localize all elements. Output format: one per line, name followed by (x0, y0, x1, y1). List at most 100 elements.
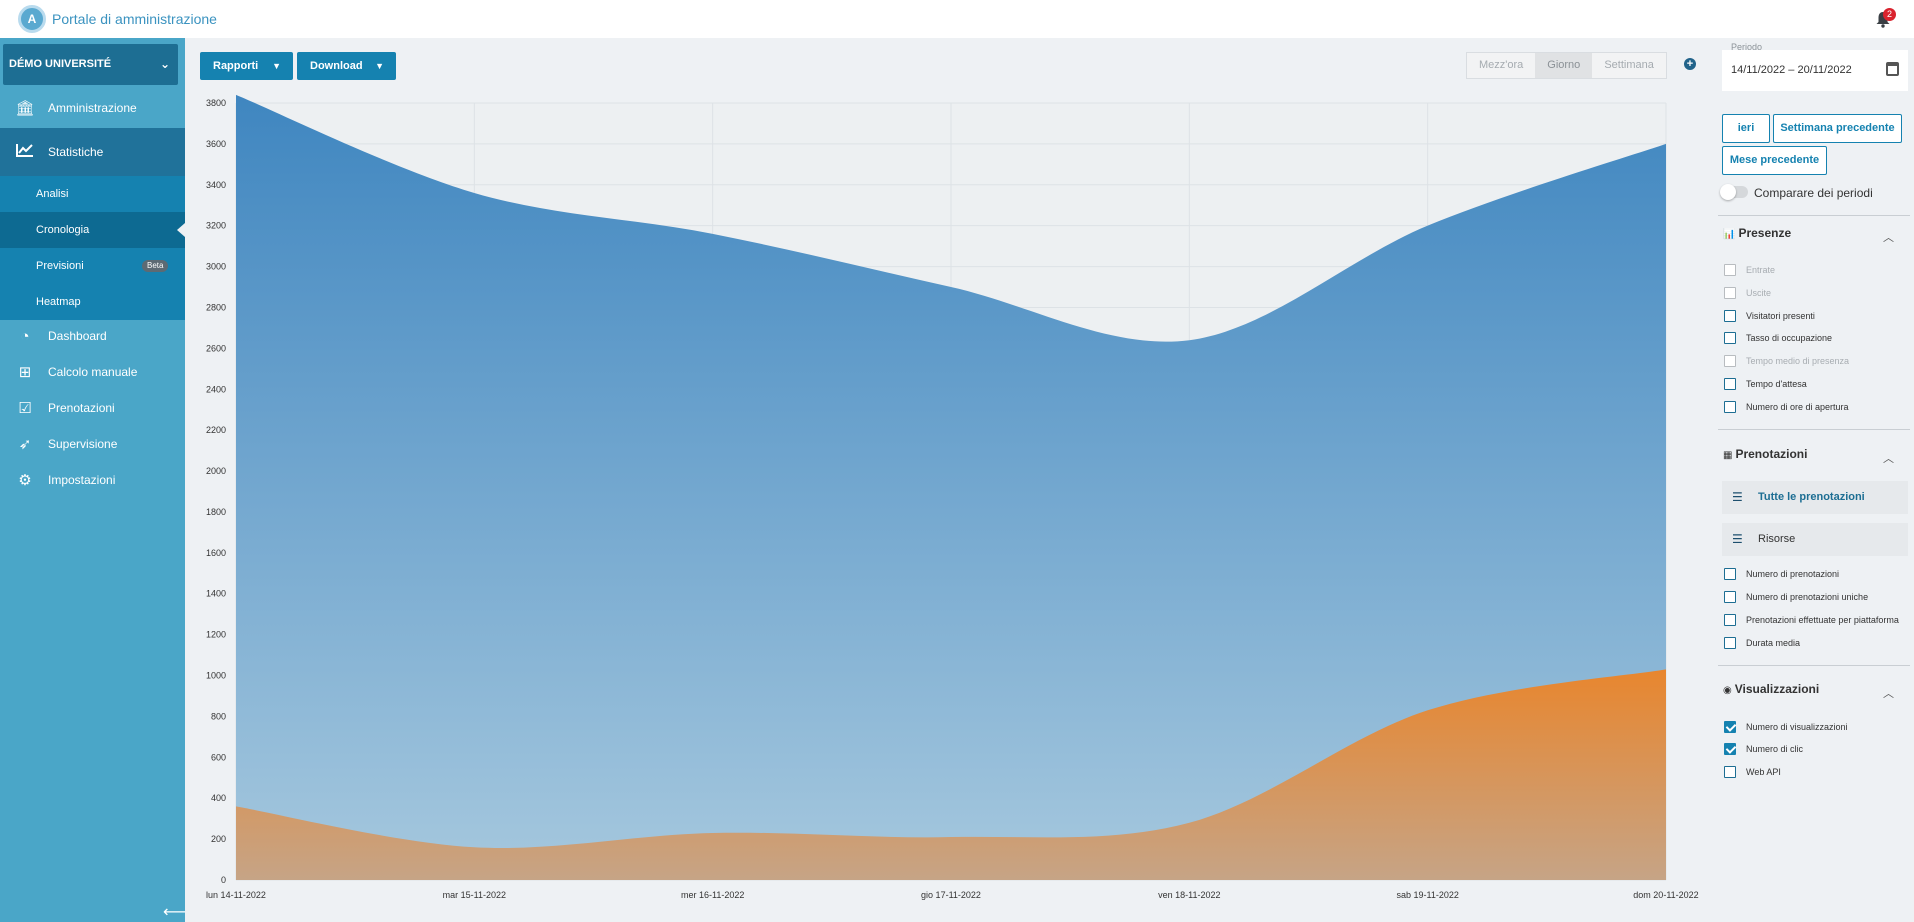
subnav-heatmap[interactable]: Heatmap (0, 284, 185, 320)
y-tick-label: 1800 (206, 507, 226, 517)
sidebar-item-label: Statistiche (48, 145, 104, 159)
sidebar-item-statistiche[interactable]: Statistiche (0, 128, 185, 176)
gauge-icon: ◔ (20, 327, 30, 345)
calendar-check-icon: ☑ (18, 400, 32, 417)
subnav-analisi[interactable]: Analisi (0, 176, 185, 212)
x-tick-label: mer 16-11-2022 (681, 890, 744, 900)
checkbox-prenotazioni-piattaforma[interactable] (1724, 614, 1736, 626)
reports-label: Rapporti (213, 60, 259, 72)
checkbox-label: Durata media (1746, 638, 1801, 648)
y-tick-label: 2000 (206, 466, 226, 476)
caret-down-icon: ▼ (272, 61, 281, 71)
reports-dropdown[interactable]: Rapporti ▼ (200, 52, 293, 80)
checkbox-uscite (1724, 287, 1736, 299)
checkbox-numero-prenotazioni[interactable] (1724, 568, 1736, 580)
subnav-cronologia[interactable]: Cronologia (0, 212, 185, 248)
calendar-icon[interactable] (1886, 62, 1899, 76)
filter-label: Tutte le prenotazioni (1758, 491, 1865, 503)
download-dropdown[interactable]: Download ▼ (297, 52, 396, 80)
rocket-icon: ➶ (18, 436, 32, 453)
yesterday-button[interactable]: ieri (1722, 114, 1770, 143)
sidebar-item-prenotazioni[interactable]: ☑ Prenotazioni (0, 390, 185, 426)
x-tick-label: ven 18-11-2022 (1158, 890, 1220, 900)
area-series-0 (236, 94, 1666, 881)
y-tick-label: 600 (211, 752, 226, 762)
org-name: DÉMO UNIVERSITÉ (9, 58, 112, 70)
section-prenotazioni-header[interactable]: ▦ Prenotazioni (1723, 447, 1807, 461)
checkbox-visitatori-presenti[interactable] (1724, 310, 1736, 322)
app-title: Portale di amministrazione (52, 11, 217, 27)
gears-icon: ⚙ (18, 472, 32, 489)
previous-week-button[interactable]: Settimana precedente (1773, 114, 1902, 143)
x-tick-label: dom 20-11-2022 (1633, 890, 1698, 900)
y-tick-label: 2400 (206, 384, 226, 394)
filter-label: Risorse (1758, 533, 1796, 545)
compare-periods-toggle[interactable] (1720, 184, 1748, 200)
period-value: 14/11/2022 – 20/11/2022 (1731, 64, 1852, 76)
chevron-up-icon[interactable]: ︿ (1883, 232, 1894, 244)
download-label: Download (310, 60, 363, 72)
y-tick-label: 200 (211, 834, 226, 844)
section-visualizzazioni-header[interactable]: ◉ Visualizzazioni (1723, 682, 1819, 696)
checkbox-ore-apertura[interactable] (1724, 401, 1736, 413)
checkbox-web-api[interactable] (1724, 766, 1736, 778)
checkbox-prenotazioni-uniche[interactable] (1724, 591, 1736, 603)
sidebar-item-label: Calcolo manuale (48, 365, 138, 379)
logo-icon[interactable]: A (18, 5, 46, 33)
filter-icon: ☰ (1732, 490, 1743, 504)
bank-icon: 🏛 (15, 100, 35, 117)
period-date-input[interactable]: 14/11/2022 – 20/11/2022 (1722, 50, 1908, 91)
sidebar-item-calcolo-manuale[interactable]: ⊞ Calcolo manuale (0, 354, 185, 390)
notification-badge: 2 (1883, 8, 1896, 21)
checkbox-label: Numero di ore di apertura (1746, 402, 1849, 412)
sidebar-item-amministrazione[interactable]: 🏛 Amministrazione (0, 90, 185, 126)
checkbox-entrate (1724, 264, 1736, 276)
calendar-icon: ▦ (1723, 450, 1733, 461)
section-title: Presenze (1738, 226, 1792, 240)
filter-resources[interactable]: ☰ Risorse (1722, 523, 1908, 556)
checkbox-label: Uscite (1746, 288, 1772, 298)
sidebar-item-supervisione[interactable]: ➶ Supervisione (0, 426, 185, 462)
granularity-week[interactable]: Settimana (1604, 59, 1654, 71)
checkbox-durata-media[interactable] (1724, 637, 1736, 649)
section-title: Visualizzazioni (1734, 682, 1820, 696)
granularity-day[interactable]: Giorno (1535, 53, 1593, 78)
previous-month-label: Mese precedente (1729, 154, 1820, 166)
subnav-label: Cronologia (36, 224, 90, 236)
checkbox-label: Tempo d'attesa (1746, 379, 1807, 389)
chevron-up-icon[interactable]: ︿ (1883, 688, 1894, 700)
y-tick-label: 3000 (206, 262, 226, 272)
checkbox-label: Tasso di occupazione (1746, 333, 1833, 343)
section-presenze-header[interactable]: 📊 Presenze (1723, 226, 1791, 240)
org-selector[interactable]: DÉMO UNIVERSITÉ ⌄ (3, 44, 178, 85)
sidebar-item-impostazioni[interactable]: ⚙ Impostazioni (0, 462, 185, 498)
chevron-up-icon[interactable]: ︿ (1883, 453, 1894, 465)
sidebar-item-dashboard[interactable]: ◔ Dashboard (0, 318, 185, 354)
y-tick-label: 400 (211, 793, 226, 803)
checkbox-tempo-medio (1724, 355, 1736, 367)
sidebar-item-label: Prenotazioni (48, 401, 115, 415)
granularity-half-hour[interactable]: Mezz'ora (1479, 59, 1524, 71)
x-tick-label: lun 14-11-2022 (206, 890, 266, 900)
y-tick-label: 1200 (206, 630, 226, 640)
plus-square-icon: ⊞ (18, 364, 32, 381)
checkbox-visualizzazioni[interactable] (1724, 721, 1736, 733)
checkbox-label: Prenotazioni effettuate per piattaforma (1746, 615, 1899, 625)
checkbox-tasso-occupazione[interactable] (1724, 332, 1736, 344)
collapse-sidebar-icon[interactable]: ⟵ (163, 904, 186, 921)
checkbox-tempo-attesa[interactable] (1724, 378, 1736, 390)
add-chart-icon[interactable]: + (1684, 58, 1696, 70)
checkbox-label: Numero di visualizzazioni (1746, 722, 1848, 732)
checkbox-label: Visitatori presenti (1746, 311, 1815, 321)
y-tick-label: 2600 (206, 343, 226, 353)
filter-all-bookings[interactable]: ☰ Tutte le prenotazioni (1722, 481, 1908, 514)
history-area-chart: 0 200 400 600 800 1000 1200 1400 1600 1800 2000 220… (206, 94, 1699, 900)
checkbox-clic[interactable] (1724, 743, 1736, 755)
sidebar-item-label: Supervisione (48, 437, 118, 451)
sidebar-item-label: Impostazioni (48, 473, 116, 487)
y-tick-label: 1600 (206, 548, 226, 558)
x-tick-label: mar 15-11-2022 (443, 890, 506, 900)
previous-month-button[interactable]: Mese precedente (1722, 146, 1827, 175)
sidebar-item-label: Amministrazione (48, 101, 137, 115)
subnav-previsioni[interactable]: Previsioni Beta (0, 248, 185, 284)
